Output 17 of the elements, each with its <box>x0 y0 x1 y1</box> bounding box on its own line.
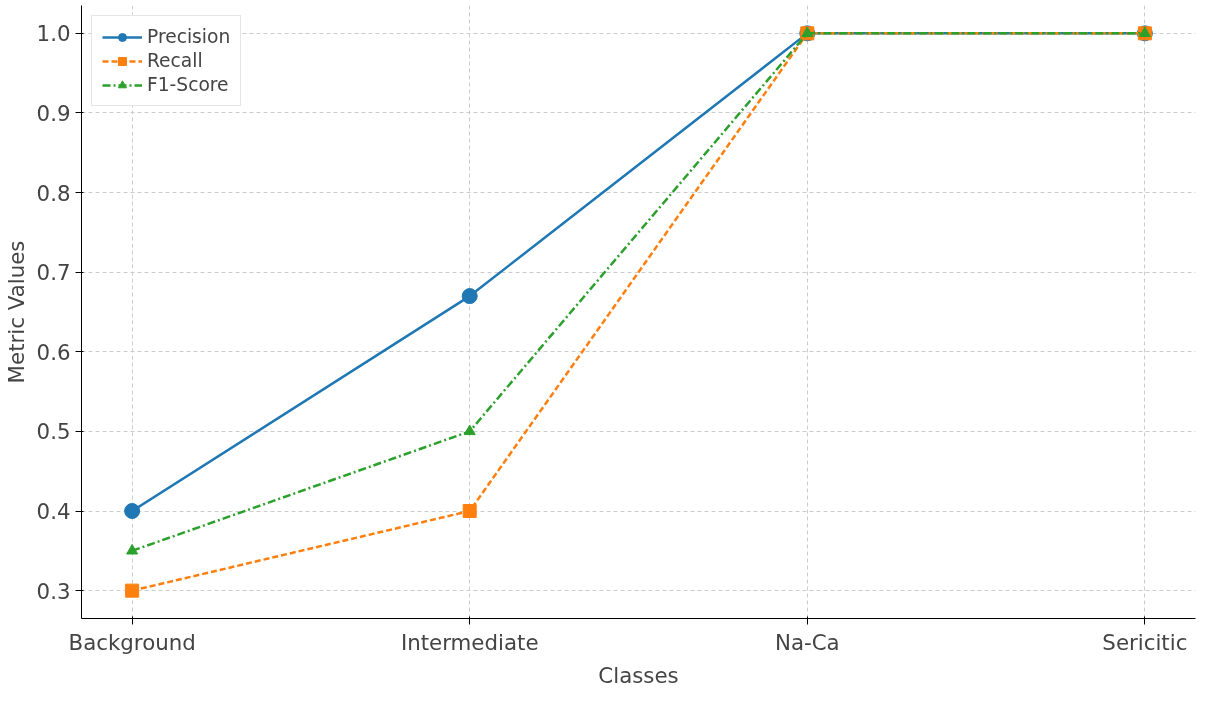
y-tick-label: 0.8 <box>36 180 71 206</box>
x-tick-label: Sericitic <box>1102 629 1188 655</box>
y-tick-label: 0.9 <box>36 100 71 126</box>
legend-label: Precision <box>147 26 231 47</box>
y-tick-label: 0.5 <box>36 419 71 445</box>
x-tick-label: Background <box>68 629 196 655</box>
legend-label: Recall <box>147 50 203 71</box>
legend-label: F1-Score <box>147 74 229 95</box>
x-tick-label: Intermediate <box>400 629 539 655</box>
y-tick-label: 0.6 <box>36 339 71 365</box>
y-tick-label: 1.0 <box>36 21 71 47</box>
y-tick-label: 0.7 <box>36 260 71 286</box>
y-tick-label: 0.3 <box>36 578 71 604</box>
x-tick-label: Na-Ca <box>774 629 840 655</box>
y-axis-title: Metric Values <box>3 240 29 384</box>
x-axis-title: Classes <box>598 662 679 688</box>
y-tick-label: 0.4 <box>36 499 71 525</box>
